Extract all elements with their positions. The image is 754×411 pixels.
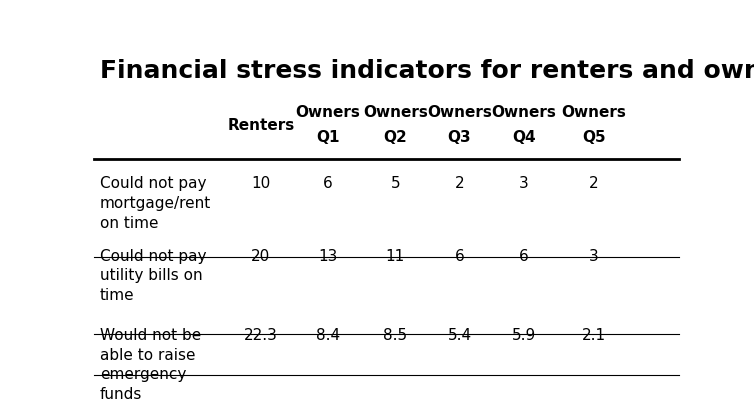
Text: 6: 6 [519, 249, 529, 264]
Text: Owners: Owners [427, 105, 492, 120]
Text: 3: 3 [519, 176, 529, 191]
Text: 20: 20 [251, 249, 271, 264]
Text: 6: 6 [455, 249, 464, 264]
Text: Q2: Q2 [383, 130, 407, 145]
Text: 3: 3 [589, 249, 599, 264]
Text: 8.5: 8.5 [383, 328, 407, 343]
Text: Owners: Owners [492, 105, 556, 120]
Text: Owners: Owners [363, 105, 428, 120]
Text: 13: 13 [318, 249, 338, 264]
Text: 11: 11 [385, 249, 405, 264]
Text: 6: 6 [323, 176, 333, 191]
Text: 2: 2 [455, 176, 464, 191]
Text: 8.4: 8.4 [316, 328, 340, 343]
Text: Financial stress indicators for renters and owners: Financial stress indicators for renters … [100, 59, 754, 83]
Text: 2: 2 [589, 176, 599, 191]
Text: Q3: Q3 [448, 130, 471, 145]
Text: Q4: Q4 [512, 130, 535, 145]
Text: 5.4: 5.4 [447, 328, 471, 343]
Text: 22.3: 22.3 [244, 328, 277, 343]
Text: Owners: Owners [296, 105, 360, 120]
Text: 10: 10 [251, 176, 271, 191]
Text: Would not be
able to raise
emergency
funds: Would not be able to raise emergency fun… [100, 328, 201, 402]
Text: Renters: Renters [227, 118, 294, 133]
Text: 5.9: 5.9 [512, 328, 536, 343]
Text: 2.1: 2.1 [582, 328, 606, 343]
Text: Owners: Owners [562, 105, 627, 120]
Text: Q5: Q5 [582, 130, 605, 145]
Text: Could not pay
mortgage/rent
on time: Could not pay mortgage/rent on time [100, 176, 211, 231]
Text: Could not pay
utility bills on
time: Could not pay utility bills on time [100, 249, 207, 303]
Text: 5: 5 [391, 176, 400, 191]
Text: Q1: Q1 [316, 130, 340, 145]
